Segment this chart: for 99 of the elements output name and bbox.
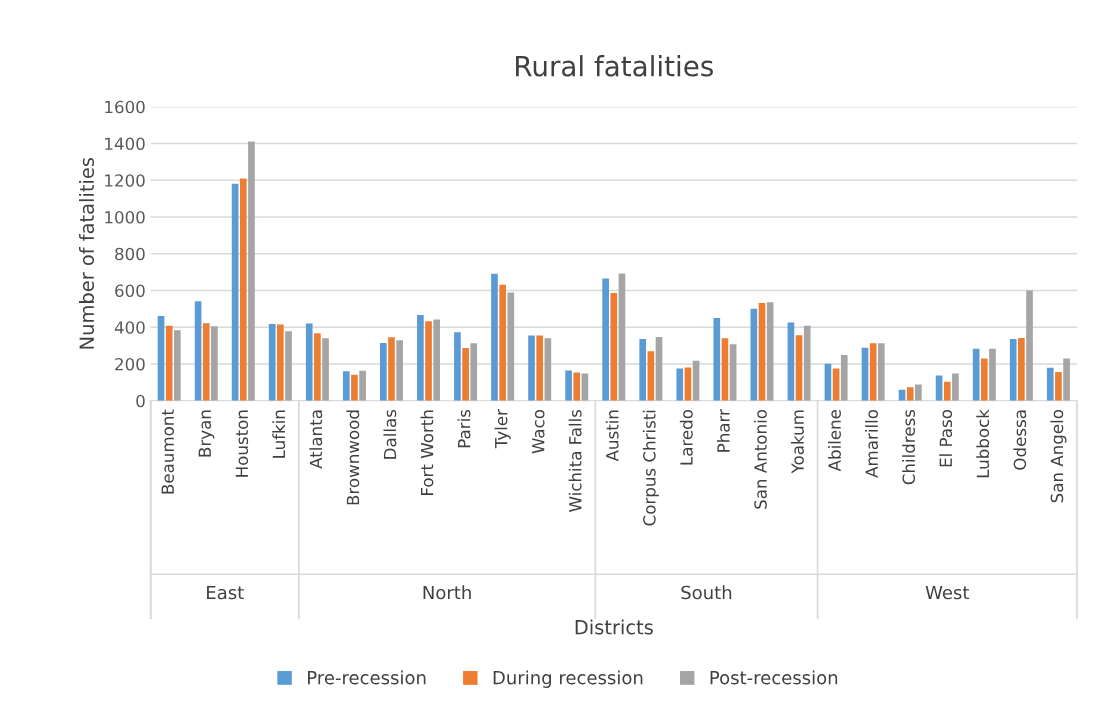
x-tick-label: Lufkin xyxy=(272,410,286,458)
text: West xyxy=(925,585,970,600)
x-tick-label: Bryan xyxy=(198,410,215,457)
bar xyxy=(713,318,721,401)
bar xyxy=(231,183,239,401)
bar xyxy=(1009,339,1017,401)
text: South xyxy=(681,585,732,600)
x-tick-label: Pharr xyxy=(716,409,730,452)
x-tick-label: Amarillo xyxy=(865,409,878,478)
x-tick-label: Childress xyxy=(902,409,916,485)
x-tick-label: Tyler xyxy=(494,409,511,449)
bar xyxy=(840,354,848,401)
bar xyxy=(277,324,284,401)
bar xyxy=(388,337,395,401)
legend-label: Pre-recession xyxy=(308,670,426,685)
bar xyxy=(803,325,811,401)
bar xyxy=(359,370,366,401)
bar xyxy=(989,348,996,401)
x-tick-label: Lubbock xyxy=(976,409,990,478)
y-tick-label: 1200 xyxy=(105,174,145,187)
bar xyxy=(507,292,515,401)
bar xyxy=(454,332,461,401)
x-tick-label: Paris xyxy=(457,409,471,448)
bar xyxy=(342,371,350,401)
chart-title: Rural fatalities xyxy=(516,55,713,77)
bar xyxy=(396,340,403,401)
y-tick-label: 1400 xyxy=(105,137,145,151)
bar xyxy=(877,343,885,401)
bar xyxy=(1055,371,1062,401)
y-tick-label: 200 xyxy=(115,357,145,371)
bar xyxy=(462,348,469,401)
bar xyxy=(573,372,581,401)
bar xyxy=(268,324,276,401)
y-tick-label: 0 xyxy=(136,394,145,408)
x-tick-label: Wichita Falls xyxy=(568,409,582,512)
bar xyxy=(239,178,247,401)
bar xyxy=(417,315,424,401)
bar xyxy=(906,387,914,401)
x-tick-label: San Angelo xyxy=(1050,410,1067,503)
bar xyxy=(351,374,358,401)
bar xyxy=(194,301,202,401)
x-tick-label: Corpus Christi xyxy=(642,410,659,526)
bar xyxy=(618,273,626,401)
bar xyxy=(433,319,441,401)
text: North xyxy=(423,585,471,600)
x-tick-label: Austin xyxy=(605,410,619,462)
bar xyxy=(499,284,506,401)
x-axis-title: Districts xyxy=(575,619,653,635)
x-tick-label: Waco xyxy=(532,410,545,454)
x-tick-label: Abilene xyxy=(828,409,841,472)
text: East xyxy=(207,585,244,600)
bar xyxy=(314,333,321,401)
bar xyxy=(202,323,210,401)
bar xyxy=(248,141,255,401)
y-tick-label: 1000 xyxy=(105,210,145,224)
bar xyxy=(285,331,292,401)
x-tick-label: Dallas xyxy=(383,409,397,459)
bar xyxy=(165,325,173,401)
bar xyxy=(915,384,922,401)
y-tick-label: 600 xyxy=(115,284,145,298)
bar xyxy=(1026,290,1033,401)
y-tick-label: 800 xyxy=(115,247,145,261)
bar xyxy=(676,368,684,401)
x-tick-label: Atlanta xyxy=(309,410,323,469)
y-axis-title: Number of fatalities xyxy=(79,157,95,349)
x-tick-label: El Paso xyxy=(939,409,953,467)
bar xyxy=(470,343,478,401)
bar xyxy=(1063,358,1070,401)
x-tick-label: Odessa xyxy=(1013,410,1027,470)
bar xyxy=(322,338,329,401)
x-tick-label: Brownwood xyxy=(346,410,360,505)
bar xyxy=(610,292,618,401)
bar xyxy=(787,322,795,401)
bar xyxy=(528,335,535,401)
y-tick-label: 400 xyxy=(114,321,145,334)
bar xyxy=(943,381,951,401)
bar xyxy=(174,330,181,401)
x-tick-label: Yoakum xyxy=(790,410,804,474)
bar xyxy=(980,358,988,401)
x-tick-label: Beaumont xyxy=(161,409,175,494)
bar xyxy=(491,273,498,401)
bar xyxy=(425,321,432,401)
bar xyxy=(536,335,544,401)
x-tick-label: San Antonio xyxy=(753,409,767,509)
bar xyxy=(952,373,959,401)
legend-label: During recession xyxy=(493,670,643,688)
bar xyxy=(1046,367,1054,401)
bar xyxy=(1018,337,1025,401)
bar xyxy=(565,370,572,401)
bar xyxy=(380,343,387,401)
bar xyxy=(211,326,218,401)
bar xyxy=(602,278,609,401)
bar xyxy=(639,339,647,401)
x-tick-label: Houston xyxy=(235,410,249,477)
legend-label: Post-recession xyxy=(710,670,838,685)
y-tick-label: 1600 xyxy=(105,100,145,114)
x-tick-label: Laredo xyxy=(679,410,693,465)
bar xyxy=(305,323,313,401)
x-tick-label: Fort Worth xyxy=(420,410,434,495)
